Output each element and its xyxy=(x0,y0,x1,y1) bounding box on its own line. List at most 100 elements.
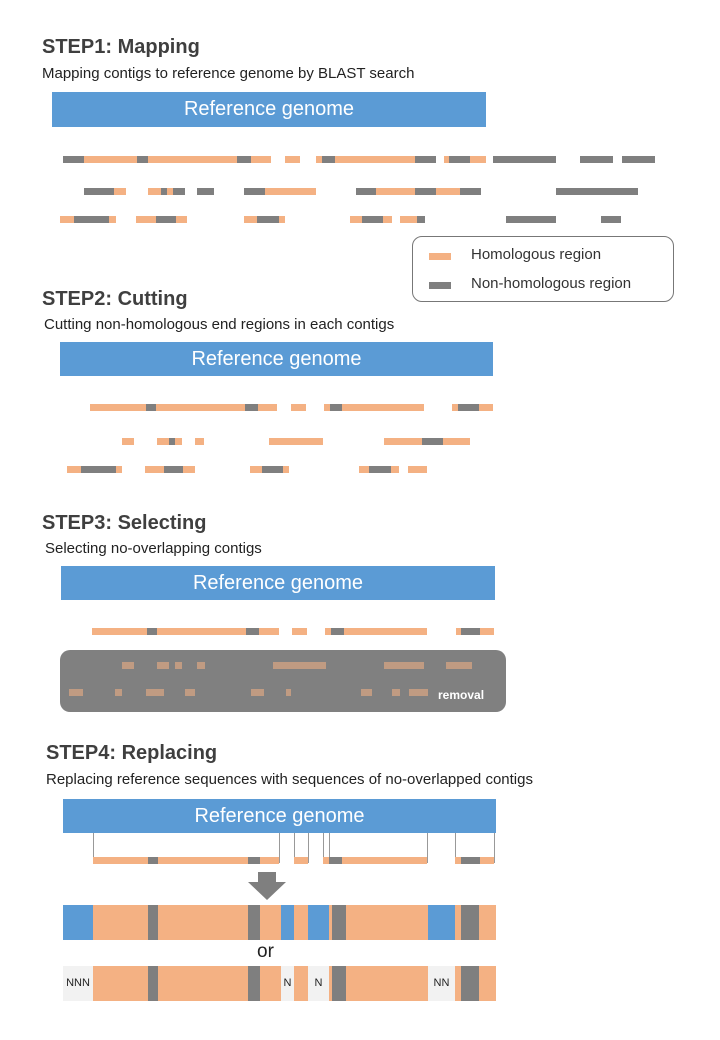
homologous-segment xyxy=(444,156,449,163)
removal-box xyxy=(60,650,506,712)
homologous-segment xyxy=(294,966,308,1001)
step3-title: STEP3: Selecting xyxy=(42,512,207,534)
nonhomologous-segment xyxy=(264,689,286,696)
nonhomologous-segment xyxy=(246,628,259,635)
reference-segment xyxy=(281,905,294,940)
homologous-segment xyxy=(291,404,306,411)
gap-label: N xyxy=(283,977,292,989)
homologous-segment xyxy=(384,662,424,669)
nonhomologous-segment xyxy=(197,188,214,195)
homologous-segment xyxy=(250,466,262,473)
homologous-segment xyxy=(329,905,332,940)
nonhomologous-segment xyxy=(248,966,260,1001)
homologous-segment xyxy=(69,689,83,696)
step4-subtitle: Replacing reference sequences with seque… xyxy=(46,771,533,788)
removal-label: removal xyxy=(438,688,485,702)
nonhomologous-segment xyxy=(322,156,335,163)
nonhomologous-segment xyxy=(169,438,175,445)
nonhomologous-segment xyxy=(147,628,157,635)
nonhomologous-segment xyxy=(63,156,84,163)
homologous-segment xyxy=(335,156,415,163)
or-label: or xyxy=(257,941,274,962)
gap-label: N xyxy=(314,977,323,989)
homologous-segment xyxy=(279,216,285,223)
homologous-segment xyxy=(479,404,493,411)
nonhomologous-segment xyxy=(257,216,279,223)
nonhomologous-segment xyxy=(372,689,392,696)
nonhomologous-segment xyxy=(332,905,346,940)
nonhomologous-segment xyxy=(148,857,158,864)
nonhomologous-segment xyxy=(137,156,148,163)
nonhomologous-segment xyxy=(156,216,176,223)
nonhomologous-segment xyxy=(74,216,109,223)
step2-title: STEP2: Cutting xyxy=(42,288,188,310)
bracket-line xyxy=(455,833,456,863)
step2-reference-genome: Reference genome xyxy=(60,342,493,376)
homologous-segment xyxy=(383,216,392,223)
homologous-segment xyxy=(93,905,148,940)
nonhomologous-segment xyxy=(449,156,470,163)
nonhomologous-segment xyxy=(506,216,556,223)
nonhomologous-segment xyxy=(601,216,621,223)
homologous-segment xyxy=(157,628,246,635)
nonhomologous-segment xyxy=(415,156,436,163)
homologous-segment xyxy=(158,857,248,864)
homologous-segment xyxy=(115,689,122,696)
step4-title: STEP4: Replacing xyxy=(46,742,218,764)
homologous-segment xyxy=(323,857,329,864)
homologous-segment xyxy=(122,438,134,445)
homologous-segment xyxy=(344,628,427,635)
nonhomologous-segment xyxy=(262,466,283,473)
nonhomologous-segment xyxy=(248,905,260,940)
homologous-segment xyxy=(93,966,148,1001)
nonhomologous-segment xyxy=(460,188,481,195)
homologous-segment xyxy=(443,438,470,445)
nonhomologous-segment xyxy=(580,156,613,163)
nonhomologous-segment xyxy=(329,857,342,864)
nonhomologous-segment xyxy=(81,466,116,473)
bracket-line xyxy=(308,833,309,863)
bracket-line xyxy=(93,833,94,863)
step3-reference-genome: Reference genome xyxy=(61,566,495,600)
homologous-segment xyxy=(157,662,169,669)
nonhomologous-segment xyxy=(84,188,114,195)
homologous-segment xyxy=(324,404,330,411)
homologous-segment xyxy=(60,216,74,223)
nonhomologous-segment xyxy=(422,438,443,445)
gap-label: NN xyxy=(433,977,450,989)
homologous-segment xyxy=(197,662,205,669)
step4-reference-genome: Reference genome xyxy=(63,799,496,833)
homologous-segment xyxy=(361,689,372,696)
nonhomologous-segment xyxy=(148,966,158,1001)
step3-subtitle: Selecting no-overlapping contigs xyxy=(45,540,262,557)
homologous-segment xyxy=(286,689,291,696)
homologous-segment xyxy=(185,689,195,696)
homologous-segment xyxy=(436,188,460,195)
homologous-segment xyxy=(158,966,248,1001)
nonhomologous-segment xyxy=(461,628,480,635)
homologous-segment xyxy=(84,156,137,163)
homologous-segment xyxy=(176,216,187,223)
homologous-segment xyxy=(480,628,494,635)
legend: Homologous region Non-homologous region xyxy=(412,236,674,302)
homologous-segment xyxy=(346,966,428,1001)
homologous-segment xyxy=(93,857,148,864)
nonhomologous-segment xyxy=(83,689,115,696)
homologous-segment xyxy=(455,857,461,864)
homologous-segment xyxy=(392,689,400,696)
homologous-segment xyxy=(251,156,271,163)
homologous-segment xyxy=(122,662,134,669)
homologous-segment xyxy=(114,188,126,195)
homologous-segment xyxy=(455,905,461,940)
homologous-segment xyxy=(329,966,332,1001)
homologous-segment xyxy=(452,404,458,411)
homologous-segment xyxy=(269,438,323,445)
homologous-segment xyxy=(148,156,237,163)
homologous-legend-label: Homologous region xyxy=(471,246,602,263)
homologous-segment xyxy=(342,857,427,864)
nonhomologous-segment xyxy=(248,857,260,864)
homologous-segment xyxy=(408,466,427,473)
step2-subtitle: Cutting non-homologous end regions in ea… xyxy=(44,316,395,333)
nonhomologous-segment xyxy=(244,188,265,195)
step1-title: STEP1: Mapping xyxy=(42,36,200,58)
